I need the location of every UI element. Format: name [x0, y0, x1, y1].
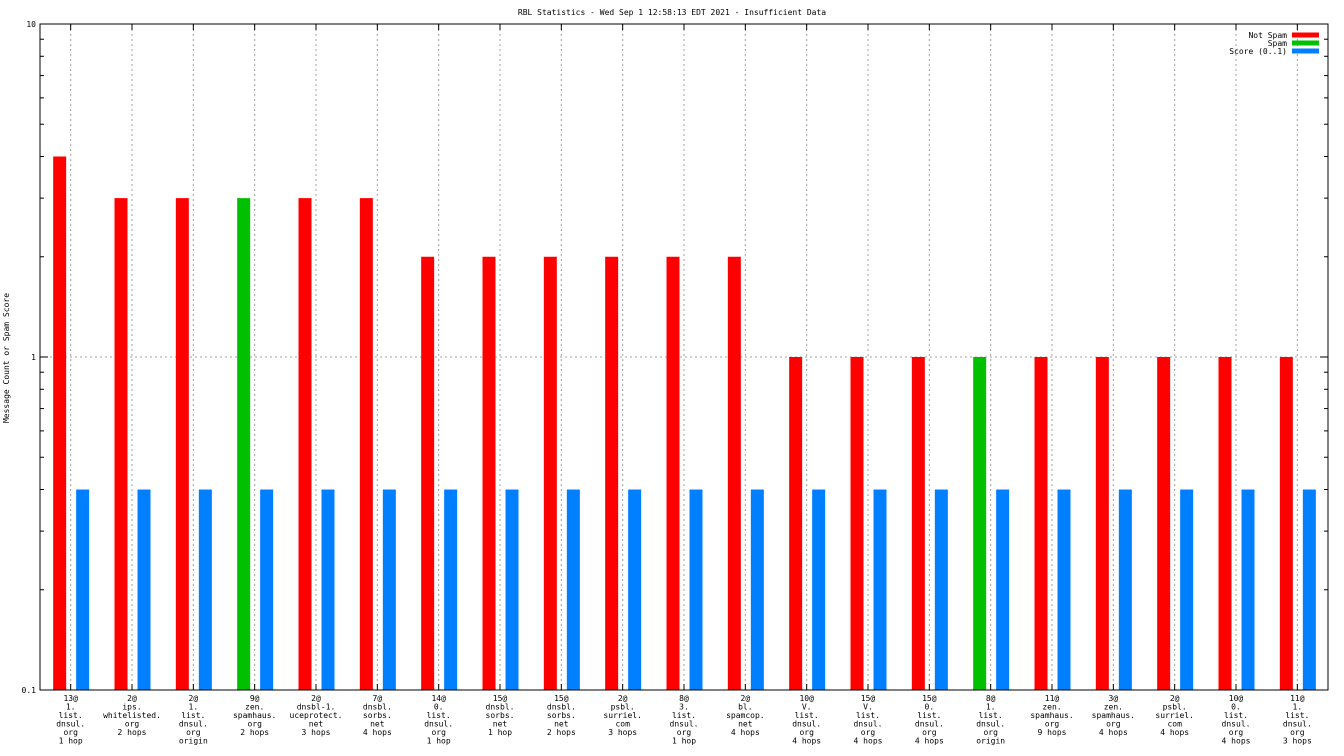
x-tick-label: 10@ 0. list. dnsul. org 4 hops	[1222, 694, 1251, 746]
x-tick-label: 8@ 3. list. dnsul. org 1 hop	[670, 694, 699, 746]
legend-label: Spam	[1268, 39, 1287, 48]
spam-bar	[973, 357, 987, 690]
spam-bar	[237, 198, 251, 690]
legend-label: Not Spam	[1248, 31, 1287, 40]
x-tick-label: 2@ dnsbl-1. uceprotect. net 3 hops	[290, 694, 343, 737]
not-spam-bar	[1095, 357, 1109, 690]
y-tick-label: 0.1	[22, 686, 37, 695]
x-tick-labels: 13@ 1. list. dnsul. org 1 hop 2@ ips. whiteliste…	[56, 694, 1312, 746]
score-0-1-bar	[1118, 489, 1132, 690]
not-spam-bar	[666, 256, 680, 690]
score-0-1-bar	[1180, 489, 1194, 690]
score-0-1-bar	[505, 489, 519, 690]
not-spam-bar	[175, 198, 189, 690]
x-tick-label: 15@ 0. list. dnsul. org 4 hops	[915, 694, 944, 746]
not-spam-bar	[789, 357, 803, 690]
x-tick-label: 7@ dnsbl. sorbs. net 4 hops	[363, 694, 392, 737]
not-spam-bar	[605, 256, 619, 690]
not-spam-bar	[543, 256, 557, 690]
score-0-1-bar	[382, 489, 396, 690]
score-0-1-bar	[321, 489, 335, 690]
x-tick-label: 3@ zen. spamhaus. org 4 hops	[1092, 694, 1135, 737]
not-spam-bar	[1218, 357, 1232, 690]
x-tick-label: 2@ psbl. surriel. com 4 hops	[1155, 694, 1194, 737]
not-spam-bar	[911, 357, 925, 690]
y-axis-label: Message Count or Spam Score	[2, 293, 11, 423]
legend-swatch	[1292, 32, 1319, 38]
x-tick-label: 13@ 1. list. dnsul. org 1 hop	[56, 694, 85, 746]
legend-label: Score (0..1)	[1229, 47, 1287, 56]
x-tick-label: 11@ 1. list. dnsul. org 3 hops	[1283, 694, 1312, 746]
grid-lines	[40, 24, 1328, 690]
score-0-1-bar	[689, 489, 703, 690]
score-0-1-bar	[1241, 489, 1255, 690]
not-spam-bar	[114, 198, 128, 690]
legend-swatch	[1292, 48, 1319, 54]
score-0-1-bar	[996, 489, 1010, 690]
y-tick-label: 10	[26, 20, 36, 29]
x-tick-label: 14@ 0. list. dnsul. org 1 hop	[424, 694, 453, 746]
x-tick-label: 15@ V. list. dnsul. org 4 hops	[854, 694, 883, 746]
not-spam-bar	[53, 156, 67, 690]
x-tick-label: 2@ ips. whitelisted. org 2 hops	[103, 694, 161, 737]
x-tick-label: 10@ V. list. dnsul. org 4 hops	[792, 694, 821, 746]
not-spam-bar	[482, 256, 496, 690]
legend-swatch	[1292, 40, 1319, 46]
score-0-1-bar	[1302, 489, 1316, 690]
chart-title: RBL Statistics - Wed Sep 1 12:58:13 EDT …	[518, 8, 826, 17]
x-tick-label: 9@ zen. spamhaus. org 2 hops	[233, 694, 276, 737]
x-tick-label: 2@ psbl. surriel. com 3 hops	[603, 694, 642, 737]
bars	[53, 156, 1316, 690]
not-spam-bar	[850, 357, 864, 690]
not-spam-bar	[421, 256, 435, 690]
score-0-1-bar	[873, 489, 887, 690]
score-0-1-bar	[812, 489, 826, 690]
y-tick-label: 1	[31, 353, 36, 362]
x-tick-label: 15@ dnsbl. sorbs. net 1 hop	[486, 694, 515, 737]
not-spam-bar	[727, 256, 741, 690]
score-0-1-bar	[198, 489, 212, 690]
score-0-1-bar	[137, 489, 151, 690]
x-tick-label: 8@ 1. list. dnsul. org origin	[976, 694, 1005, 746]
not-spam-bar	[1034, 357, 1048, 690]
axis-ticks: 0.1 1 10	[22, 20, 1328, 695]
score-0-1-bar	[934, 489, 948, 690]
x-tick-label: 2@ 1. list. dnsul. org origin	[179, 694, 208, 746]
x-tick-label: 11@ zen. spamhaus. org 9 hops	[1030, 694, 1073, 737]
x-tick-label: 2@ bl. spamcop. net 4 hops	[726, 694, 765, 737]
score-0-1-bar	[750, 489, 764, 690]
x-tick-label: 15@ dnsbl. sorbs. net 2 hops	[547, 694, 576, 737]
not-spam-bar	[359, 198, 373, 690]
score-0-1-bar	[566, 489, 580, 690]
not-spam-bar	[1279, 357, 1293, 690]
score-0-1-bar	[1057, 489, 1071, 690]
score-0-1-bar	[444, 489, 458, 690]
not-spam-bar	[1157, 357, 1171, 690]
score-0-1-bar	[628, 489, 642, 690]
score-0-1-bar	[76, 489, 90, 690]
score-0-1-bar	[260, 489, 274, 690]
not-spam-bar	[298, 198, 312, 690]
